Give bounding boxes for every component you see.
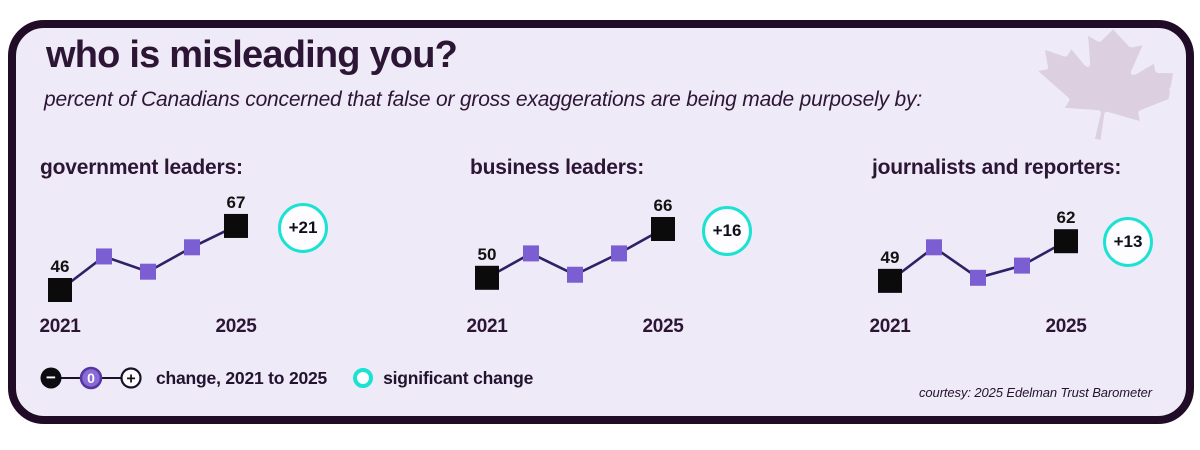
endpoint-marker xyxy=(475,265,499,290)
minus-glyph: − xyxy=(46,368,56,387)
midpoint-marker xyxy=(184,239,200,256)
year-tick-label: 2025 xyxy=(642,316,684,337)
year-tick-label: 2025 xyxy=(215,316,257,337)
change-legend-label: change, 2021 to 2025 xyxy=(156,367,328,388)
value-label: 62 xyxy=(1057,208,1076,227)
midpoint-marker xyxy=(1014,257,1030,274)
zero-glyph: 0 xyxy=(87,370,95,386)
change-badge-journalists-reporters: +13 xyxy=(1103,217,1153,267)
legend: − 0 + change, 2021 to 2025 significant c… xyxy=(40,365,533,391)
page-title: who is misleading you? xyxy=(46,34,458,76)
year-tick-label: 2021 xyxy=(467,316,508,337)
line-chart-business-leaders: 50 66 2021 2025 xyxy=(466,190,727,340)
midpoint-marker xyxy=(926,239,942,256)
page-subtitle: percent of Canadians concerned that fals… xyxy=(44,88,922,111)
midpoint-marker xyxy=(140,263,156,280)
section-title-government-leaders: government leaders: xyxy=(40,156,243,179)
value-label: 50 xyxy=(478,245,497,264)
maple-leaf-icon xyxy=(1038,29,1179,140)
year-tick-label: 2021 xyxy=(870,316,911,337)
value-label: 67 xyxy=(227,193,246,212)
infographic-card xyxy=(8,20,1194,424)
change-badge-government-leaders: +21 xyxy=(278,203,328,253)
year-tick-label: 2021 xyxy=(40,316,81,337)
midpoint-marker xyxy=(523,245,539,262)
zero-marker-icon xyxy=(79,366,103,390)
significant-change-label: significant change xyxy=(383,367,534,388)
minus-marker-icon xyxy=(40,367,62,389)
endpoint-marker xyxy=(1054,229,1078,254)
value-label: 49 xyxy=(881,248,900,267)
source-credit: courtesy: 2025 Edelman Trust Barometer xyxy=(919,385,1152,400)
endpoint-marker xyxy=(878,268,902,293)
section-title-journalists-reporters: journalists and reporters: xyxy=(872,156,1122,179)
endpoint-marker xyxy=(224,213,248,238)
section-title-business-leaders: business leaders: xyxy=(470,156,645,179)
significant-change-ring-icon xyxy=(353,368,374,388)
midpoint-marker xyxy=(567,266,583,283)
plus-marker-icon xyxy=(120,367,142,389)
value-label: 66 xyxy=(654,196,673,215)
plus-glyph: + xyxy=(126,371,135,388)
line-chart-government-leaders: 46 67 2021 2025 xyxy=(39,190,300,340)
value-label: 46 xyxy=(51,257,70,276)
midpoint-marker xyxy=(96,248,112,265)
midpoint-marker xyxy=(970,269,986,286)
trend-line xyxy=(59,224,237,292)
midpoint-marker xyxy=(611,245,627,262)
change-badge-business-leaders: +16 xyxy=(702,206,752,256)
endpoint-marker xyxy=(48,278,72,302)
change-scale-glyph: − 0 + xyxy=(40,366,142,390)
endpoint-marker xyxy=(651,217,675,241)
year-tick-label: 2025 xyxy=(1045,316,1087,337)
line-chart-journalists-reporters: 49 62 2021 2025 xyxy=(869,190,1130,340)
